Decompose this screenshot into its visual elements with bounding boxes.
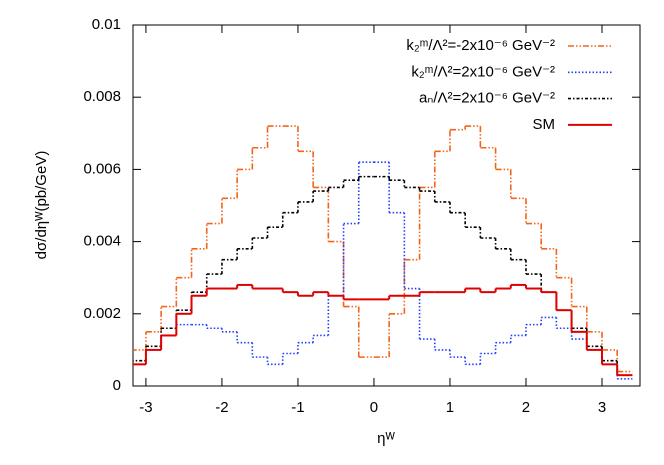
x-tick-label: 3 — [598, 399, 606, 416]
x-tick-label: 1 — [446, 399, 454, 416]
y-tick-label: 0.006 — [83, 160, 121, 177]
y-tick-label: 0.008 — [83, 88, 121, 105]
legend-label: SM — [533, 116, 556, 133]
y-tick-label: 0.004 — [83, 233, 121, 250]
x-axis-label: ηᵂ — [377, 430, 395, 447]
x-tick-label: -2 — [215, 399, 228, 416]
plot-area — [133, 125, 633, 380]
x-tick-label: 2 — [522, 399, 530, 416]
legend-label: k₂ᵐ/Λ²=2x10⁻⁶ GeV⁻² — [411, 63, 555, 80]
legend-label: aₙ/Λ²=2x10⁻⁶ GeV⁻² — [419, 90, 555, 107]
x-tick-label: -3 — [139, 399, 152, 416]
y-tick-label: 0 — [113, 377, 121, 394]
y-tick-label: 0.002 — [83, 305, 121, 322]
x-tick-label: 0 — [370, 399, 378, 416]
x-tick-label: -1 — [291, 399, 304, 416]
y-axis-label: dσ/dηᵂ(pb/GeV) — [33, 151, 50, 260]
y-tick-label: 0.01 — [92, 16, 121, 33]
plot-frame — [132, 24, 641, 387]
legend-label: k₂ᵐ/Λ²=-2x10⁻⁶ GeV⁻² — [406, 37, 555, 54]
